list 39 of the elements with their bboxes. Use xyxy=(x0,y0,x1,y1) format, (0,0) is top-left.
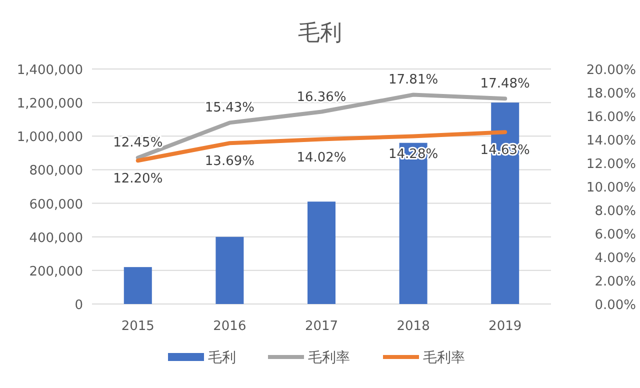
y-tick-label: 200,000 xyxy=(29,264,83,280)
y-tick-label: 1,000,000 xyxy=(16,130,83,146)
y2-tick-label: 18.00% xyxy=(586,86,636,102)
y2-tick-label: 20.00% xyxy=(586,63,636,78)
data-label: 17.48% xyxy=(480,76,530,92)
y-tick-label: 600,000 xyxy=(29,197,83,212)
legend-label: 毛利率 xyxy=(423,350,465,366)
data-label: 12.45% xyxy=(113,136,163,151)
x-tick-label: 2017 xyxy=(304,319,338,334)
y2-tick-label: 10.00% xyxy=(586,180,636,196)
x-tick-label: 2015 xyxy=(121,319,154,334)
y2-tick-label: 2.00% xyxy=(594,274,636,290)
data-label: 15.43% xyxy=(204,100,254,116)
chart-title: 毛利 xyxy=(298,21,342,46)
legend-label: 毛利率 xyxy=(308,350,350,366)
y-tick-label: 800,000 xyxy=(29,164,83,179)
y2-tick-label: 8.00% xyxy=(594,204,636,219)
legend-label: 毛利 xyxy=(208,350,236,366)
y2-tick-label: 0.00% xyxy=(594,298,636,313)
data-label: 14.02% xyxy=(296,150,346,166)
x-tick-label: 2019 xyxy=(488,319,522,334)
data-label: 12.20% xyxy=(113,172,163,187)
x-tick-label: 2018 xyxy=(396,319,430,334)
data-label: 17.81% xyxy=(388,72,438,88)
bar xyxy=(124,267,152,304)
y2-tick-label: 14.00% xyxy=(586,134,636,148)
y-tick-label: 1,400,000 xyxy=(16,63,83,78)
y2-tick-label: 12.00% xyxy=(586,157,636,172)
y2-tick-label: 16.00% xyxy=(586,110,636,125)
bar xyxy=(308,202,336,304)
y2-tick-label: 4.00% xyxy=(594,251,636,266)
y-tick-label: 0 xyxy=(74,298,83,313)
y-tick-label: 400,000 xyxy=(29,230,83,246)
x-tick-label: 2016 xyxy=(213,319,246,334)
y2-tick-label: 6.00% xyxy=(594,228,636,242)
y-tick-label: 1,200,000 xyxy=(16,96,83,112)
bar xyxy=(216,236,244,304)
data-label: 16.36% xyxy=(296,90,346,105)
data-label: 13.69% xyxy=(204,154,254,170)
